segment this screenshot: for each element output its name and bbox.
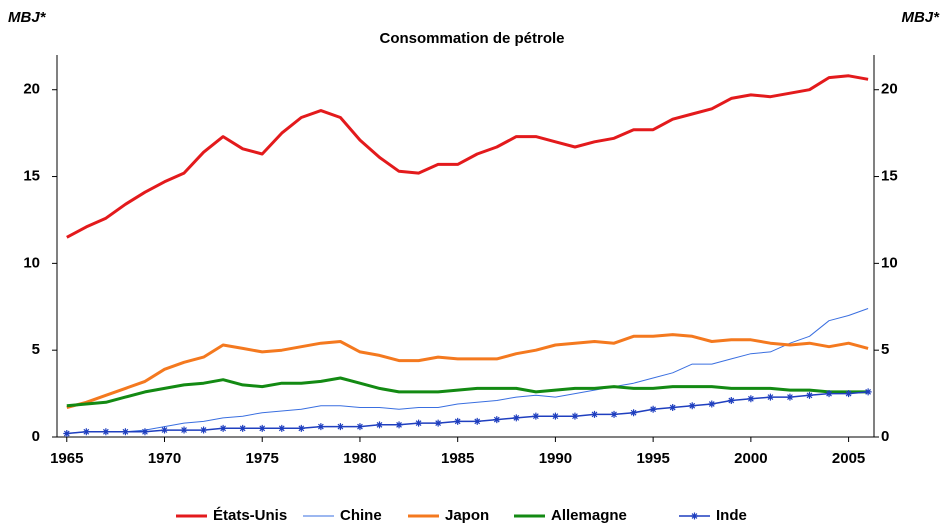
legend-marker [691,512,698,520]
series-marker [551,412,559,420]
y2-tick-label: 5 [881,341,889,358]
x-tick-label: 1970 [148,450,181,467]
y-tick-label: 15 [23,168,40,185]
series-marker [82,428,90,436]
series-line [66,391,869,435]
series-marker [571,412,579,420]
series-marker [454,417,462,425]
series-marker [258,424,266,432]
y2-tick-label: 0 [881,428,889,445]
legend-label: États-Unis [213,507,287,524]
series-line [66,74,869,239]
x-tick-label: 1985 [441,450,474,467]
series-marker [708,400,716,408]
y-tick-label: 10 [23,254,40,271]
series-marker [493,416,501,424]
series-marker [512,414,520,422]
series-marker [845,390,853,398]
series-marker [473,417,481,425]
series-marker [63,430,71,438]
y2-axis-label: MBJ* [901,9,940,26]
series-marker [200,426,208,434]
series-marker [121,428,129,436]
series-line [66,308,869,434]
x-tick-label: 1990 [539,450,572,467]
x-tick-label: 1995 [636,450,669,467]
series-marker [532,412,540,420]
series-marker [161,426,168,434]
series-marker [278,424,286,432]
series-marker [317,423,325,431]
series-marker [669,403,677,411]
legend-label: Allemagne [551,507,627,524]
x-tick-label: 2005 [832,450,865,467]
series-marker [180,426,188,434]
series-marker [102,428,110,436]
series-marker [649,405,657,413]
series-marker [630,409,638,417]
series-marker [766,393,774,401]
legend-label: Inde [716,507,747,524]
series-marker [434,419,442,427]
series-marker [747,395,755,403]
series-line [66,376,869,408]
series-line [66,333,869,409]
y-tick-label: 0 [32,428,40,445]
y2-tick-label: 10 [881,254,898,271]
series-marker [864,388,872,396]
series-marker [806,391,813,399]
legend-label: Japon [445,507,489,524]
y-axis-label: MBJ* [8,9,47,26]
series-marker [688,402,696,410]
series-marker [239,424,247,432]
series-marker [376,421,383,429]
series-marker [610,410,618,418]
series-marker [786,393,794,401]
series-marker [395,421,403,429]
series-marker [591,410,598,418]
series-marker [141,428,149,436]
y2-tick-label: 15 [881,168,898,185]
series-marker [415,419,423,427]
series-marker [356,423,364,431]
y-tick-label: 20 [23,81,40,98]
y2-tick-label: 20 [881,81,898,98]
legend-label: Chine [340,507,382,524]
chart-title: Consommation de pétrole [379,30,564,47]
series-marker [297,424,305,432]
x-tick-label: 1965 [50,450,83,467]
x-tick-label: 1980 [343,450,376,467]
series-marker [219,424,227,432]
series-marker [727,397,735,405]
series-marker [336,423,344,431]
x-tick-label: 2000 [734,450,767,467]
x-tick-label: 1975 [246,450,279,467]
y-tick-label: 5 [32,341,40,358]
series-marker [825,390,833,398]
axis-frame [56,55,875,438]
